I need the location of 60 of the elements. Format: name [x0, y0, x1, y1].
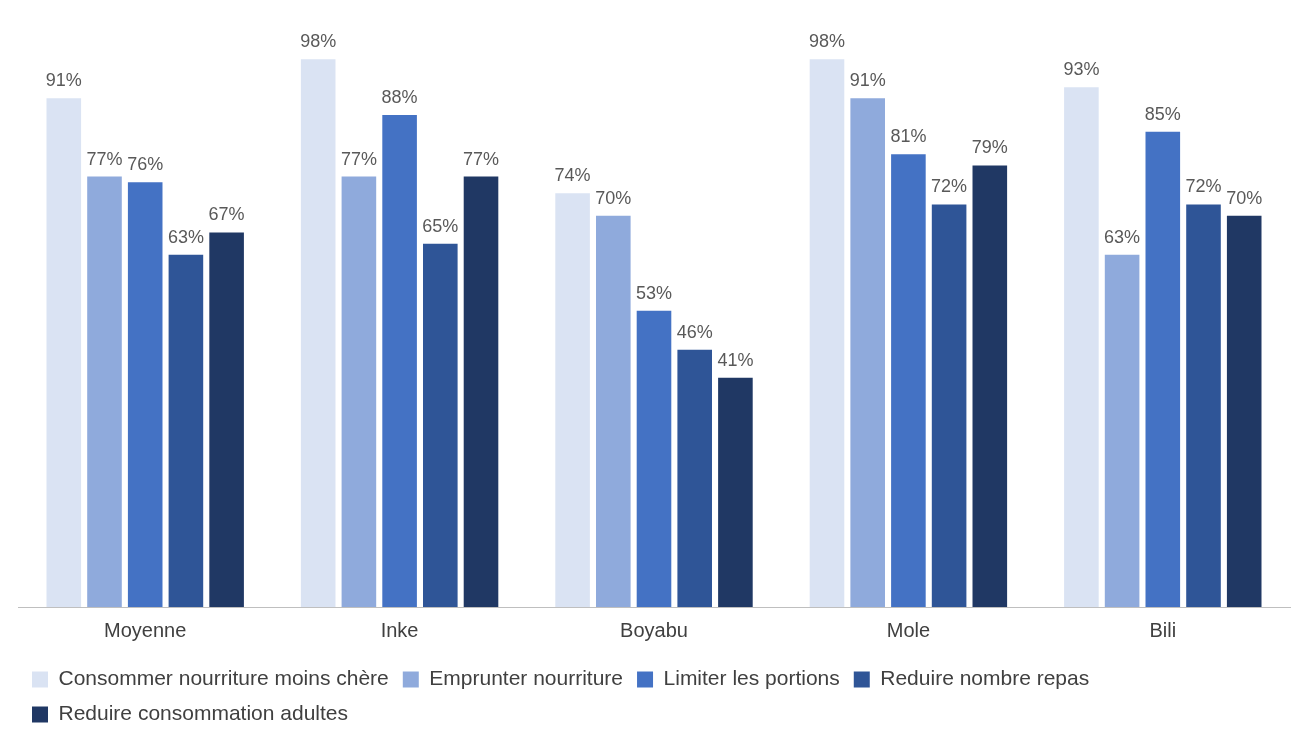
x-tick-label: Inke — [380, 618, 419, 641]
bar — [341, 176, 377, 607]
legend-label: Limiter les portions — [663, 666, 840, 690]
bar — [209, 232, 244, 607]
bar — [300, 59, 336, 607]
x-tick-label: Boyabu — [620, 618, 688, 641]
bar — [168, 254, 204, 607]
data-label: 70% — [1226, 187, 1263, 208]
data-label: 76% — [127, 154, 164, 175]
x-tick-label: Bili — [1149, 618, 1177, 641]
x-tick-label: Moyenne — [104, 618, 187, 641]
data-label: 93% — [1063, 59, 1100, 80]
bar — [718, 377, 753, 607]
bar — [850, 98, 885, 607]
data-label: 63% — [167, 226, 204, 247]
legend-label: Reduire consommation adultes — [58, 701, 348, 725]
data-label: 72% — [1185, 176, 1222, 197]
bar — [972, 165, 1008, 607]
bar — [1186, 204, 1221, 607]
data-label: 63% — [1104, 226, 1141, 247]
bar — [1104, 254, 1140, 607]
data-label: 72% — [931, 176, 968, 197]
bar — [891, 154, 926, 607]
bar — [127, 182, 163, 607]
data-label: 98% — [808, 31, 846, 52]
data-label: 46% — [676, 321, 713, 342]
data-label: 91% — [45, 70, 82, 91]
data-label: 67% — [208, 204, 245, 225]
data-label: 65% — [422, 215, 459, 236]
bar — [1064, 87, 1099, 607]
data-label: 91% — [849, 70, 886, 91]
bar — [1145, 131, 1181, 607]
bar — [809, 59, 845, 607]
bar — [677, 349, 712, 607]
data-label: 77% — [86, 148, 123, 169]
x-tick-label: Mole — [886, 618, 931, 641]
bar — [555, 193, 590, 607]
bar — [596, 215, 631, 607]
bar — [636, 310, 672, 607]
data-label: 77% — [462, 148, 500, 169]
legend-label: Reduire nombre repas — [880, 666, 1090, 690]
bar — [463, 176, 499, 607]
bar — [423, 243, 458, 607]
bar — [1226, 215, 1262, 607]
bar — [87, 176, 122, 607]
bar — [931, 204, 967, 607]
data-label: 77% — [340, 148, 377, 169]
bar — [382, 115, 417, 607]
data-label: 85% — [1144, 103, 1181, 124]
data-label: 98% — [300, 31, 337, 52]
data-label: 88% — [381, 87, 418, 108]
data-label: 53% — [635, 282, 673, 303]
legend-label: Emprunter nourriture — [429, 666, 624, 690]
bar — [46, 98, 82, 607]
data-label: 81% — [890, 126, 927, 147]
data-label: 41% — [717, 349, 754, 370]
data-label: 79% — [971, 137, 1008, 158]
data-label: 74% — [554, 165, 591, 186]
legend-label: Consommer nourriture moins chère — [58, 666, 389, 690]
data-label: 70% — [595, 187, 632, 208]
